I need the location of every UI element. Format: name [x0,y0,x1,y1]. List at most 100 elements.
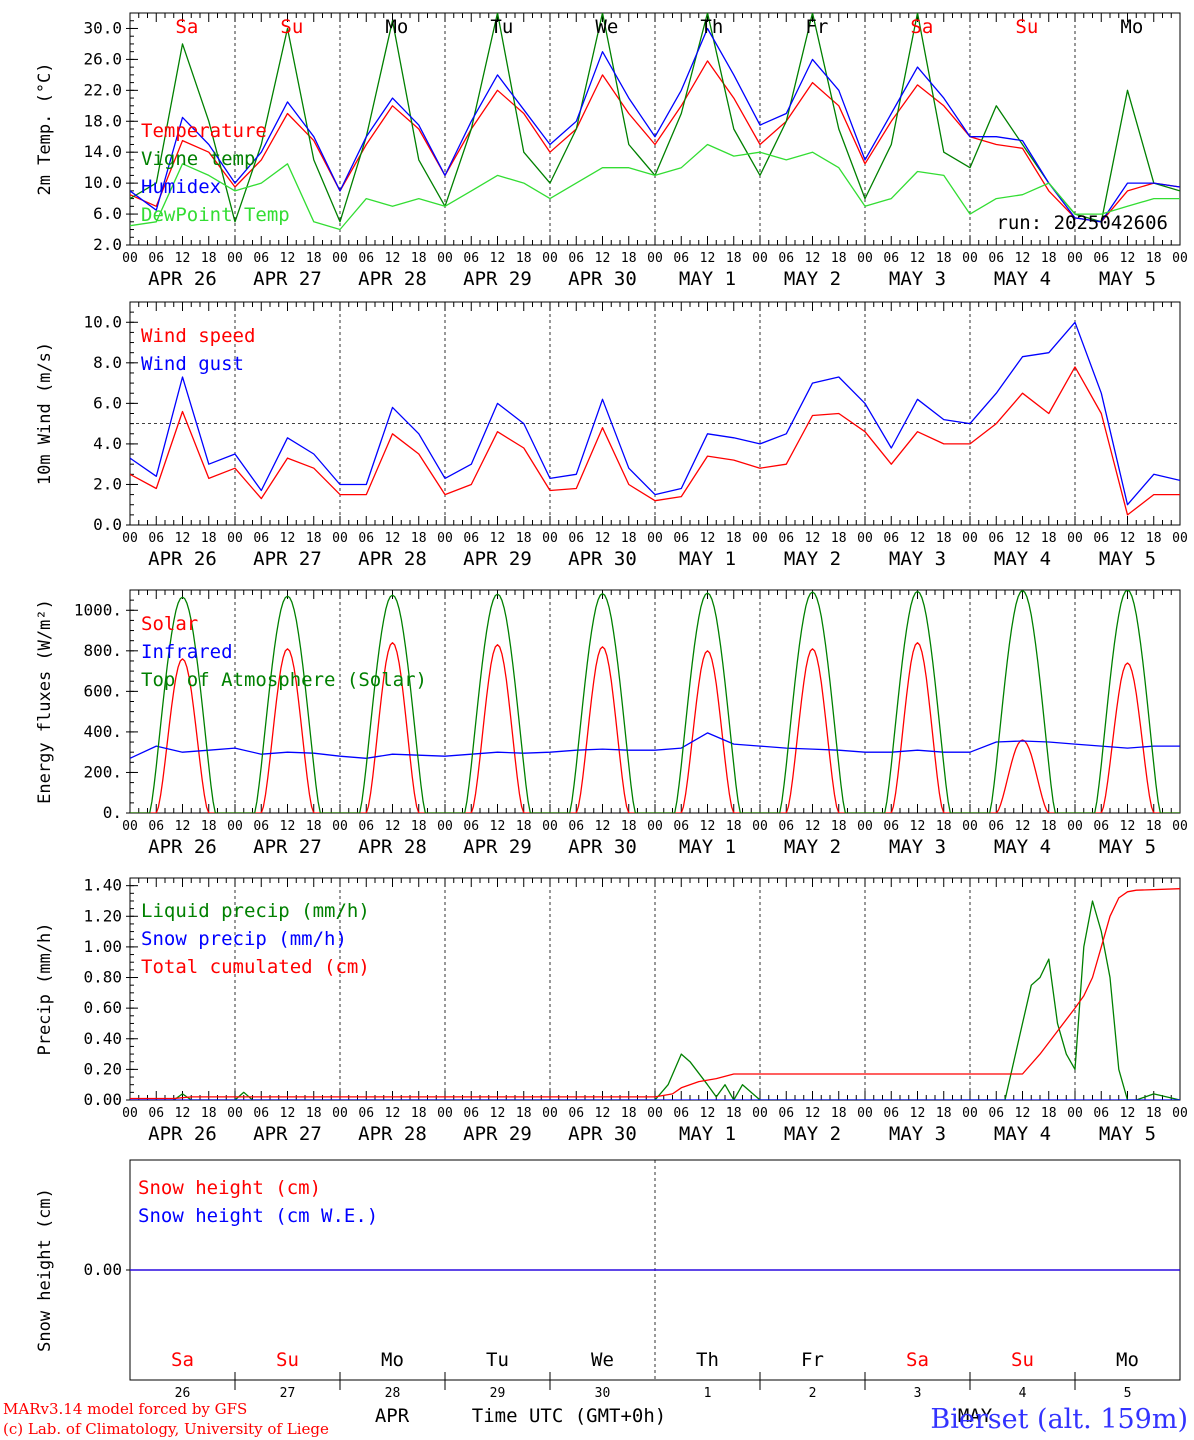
y-tick-label: 1.40 [83,876,122,895]
y-tick-label: 400. [83,722,122,741]
bottom-day-number: 1 [704,1386,712,1401]
hour-label: 18 [411,1106,427,1121]
hour-label: 00 [857,819,873,834]
hour-label: 18 [831,531,847,546]
hour-label: 00 [962,531,978,546]
date-label: MAY 5 [1099,836,1156,858]
hour-label: 18 [831,819,847,834]
series-line-solar [130,642,1180,813]
date-label: APR 30 [568,1123,637,1145]
hour-label: 06 [568,531,584,546]
date-label: APR 30 [568,268,637,290]
legend-entry: Wind gust [141,353,244,375]
date-label: APR 26 [148,836,217,858]
hour-label: 12 [490,819,506,834]
date-label: MAY 3 [889,548,946,570]
hour-label: 06 [358,251,374,266]
hour-label: 06 [253,251,269,266]
series-group [130,321,1180,516]
hour-label: 00 [647,251,663,266]
hour-label: 18 [1041,251,1057,266]
bottom-day-name: Su [276,1349,299,1371]
date-label: MAY 2 [784,548,841,570]
hour-label: 00 [332,531,348,546]
legend-entry: Snow height (cm W.E.) [138,1205,378,1227]
hour-label: 00 [1172,819,1188,834]
date-label: MAY 2 [784,1123,841,1145]
hour-label: 12 [175,1106,191,1121]
hour-label: 00 [857,251,873,266]
legend-entry: Top of Atmosphere (Solar) [141,669,427,691]
hour-label: 00 [227,531,243,546]
y-tick-label: 6.0 [93,393,122,412]
hour-label: 06 [358,1106,374,1121]
hour-label: 18 [936,819,952,834]
hour-label: 00 [962,819,978,834]
legend-entry: Solar [141,613,198,635]
date-label: MAY 5 [1099,268,1156,290]
hour-label: 06 [253,1106,269,1121]
bottom-day-number: 28 [385,1386,401,1401]
date-label: MAY 4 [994,548,1051,570]
panel-3: 00 06 12 18 00 06 12 18 00 06 12 18 00 06 12 18 00 06 12 18… [35,589,1188,858]
hour-label: 18 [831,1106,847,1121]
hour-label: 00 [1172,251,1188,266]
footer-model: MARv3.14 model forced by GFS [3,1400,247,1418]
date-label: APR 29 [463,1123,532,1145]
series-line-wind-speed [130,366,1180,516]
bottom-day-name: Tu [486,1349,509,1371]
date-label: MAY 3 [889,1123,946,1145]
hour-label: 18 [621,251,637,266]
bottom-day-number: 4 [1019,1386,1027,1401]
hour-label: 00 [542,1106,558,1121]
hour-label: 06 [253,819,269,834]
bottom-day-name: Mo [381,1349,404,1371]
date-label: APR 26 [148,268,217,290]
hour-label: 06 [148,819,164,834]
hour-label: 00 [752,1106,768,1121]
date-label: APR 26 [148,548,217,570]
hour-label: 00 [437,251,453,266]
series-group [130,13,1180,231]
hour-label: 18 [621,1106,637,1121]
legend-entry: Wind speed [141,325,255,347]
hour-label: 12 [700,819,716,834]
date-label: APR 27 [253,548,322,570]
day-name: We [595,16,618,38]
hour-label: 00 [752,819,768,834]
plot-frame [129,589,1181,814]
y-tick-label: 0.60 [83,998,122,1017]
hour-label: 12 [910,251,926,266]
hour-label: 06 [463,251,479,266]
panel-5: 0.00 Snow height (cm) Snow height (cm) Snow… [35,1159,1181,1390]
y-tick-label: 0.00 [83,1260,122,1279]
hour-label: 18 [201,251,217,266]
hour-label: 18 [306,251,322,266]
hour-label: 06 [253,531,269,546]
hour-label: 18 [1041,531,1057,546]
hour-label: 00 [1067,819,1083,834]
hour-label: 18 [516,531,532,546]
hour-label: 06 [778,251,794,266]
date-label: MAY 1 [679,268,736,290]
hour-label: 12 [595,251,611,266]
hour-label: 06 [568,1106,584,1121]
date-label: MAY 3 [889,836,946,858]
hour-label: 12 [805,531,821,546]
hour-label: 18 [1041,819,1057,834]
hour-label: 18 [621,531,637,546]
hour-label: 06 [883,819,899,834]
date-label: APR 27 [253,836,322,858]
hour-label: 06 [778,1106,794,1121]
hour-label: 12 [910,1106,926,1121]
run-annotation: run: 2025042606 [996,212,1168,234]
day-name: Fr [805,16,828,38]
hour-label: 12 [1120,531,1136,546]
hour-label: 12 [490,1106,506,1121]
hour-label: 12 [175,819,191,834]
hour-label: 18 [936,1106,952,1121]
hour-label: 06 [988,1106,1004,1121]
y-tick-label: 200. [83,762,122,781]
y-axis-label: Energy fluxes (W/m²) [35,599,55,804]
hour-label: 00 [122,531,138,546]
